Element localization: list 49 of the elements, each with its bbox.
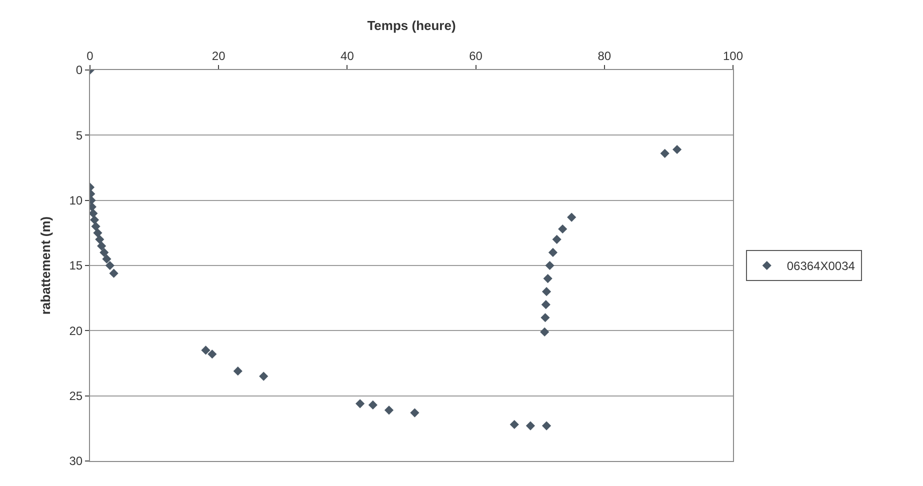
point — [410, 408, 420, 418]
point — [552, 234, 562, 244]
point — [384, 406, 394, 415]
point — [567, 212, 576, 222]
point — [356, 399, 365, 408]
x-tick-label: 0 — [86, 49, 94, 64]
point — [90, 215, 100, 224]
x-tick-label: 60 — [469, 49, 483, 64]
point — [109, 268, 118, 278]
point — [208, 350, 217, 359]
y-tick-label: 15 — [69, 258, 83, 273]
point — [201, 346, 210, 355]
point — [90, 208, 98, 218]
y-axis-title: rabattement (m) — [38, 216, 54, 315]
point — [543, 274, 552, 284]
y-tick-label: 10 — [69, 194, 83, 208]
y-tick-label: 25 — [69, 389, 83, 404]
point — [233, 366, 242, 376]
point — [91, 222, 100, 231]
point — [97, 241, 106, 250]
point — [102, 254, 112, 264]
point — [541, 300, 550, 310]
point — [93, 228, 102, 238]
point — [660, 148, 670, 158]
point — [368, 400, 378, 410]
point — [105, 260, 114, 270]
point — [526, 421, 536, 430]
x-tick-label: 20 — [212, 49, 226, 64]
y-tick-label: 5 — [76, 128, 83, 142]
point — [259, 372, 268, 381]
point — [542, 287, 552, 296]
point — [548, 248, 558, 258]
x-axis-title: Temps (heure) — [367, 18, 456, 34]
point — [100, 248, 109, 258]
x-tick-label: 80 — [598, 49, 612, 64]
point — [542, 421, 552, 430]
point — [540, 313, 550, 322]
point — [558, 224, 568, 234]
y-tick-label: 0 — [76, 63, 83, 78]
point — [510, 420, 519, 430]
y-tick-label: 20 — [69, 324, 83, 338]
point — [672, 144, 682, 154]
point — [540, 327, 550, 337]
point — [95, 234, 104, 244]
point — [545, 260, 554, 270]
y-tick-label: 30 — [69, 454, 83, 468]
x-tick-label: 100 — [722, 49, 744, 64]
x-tick-label: 40 — [340, 49, 354, 64]
legend-label: 06364X0034 — [786, 259, 856, 274]
